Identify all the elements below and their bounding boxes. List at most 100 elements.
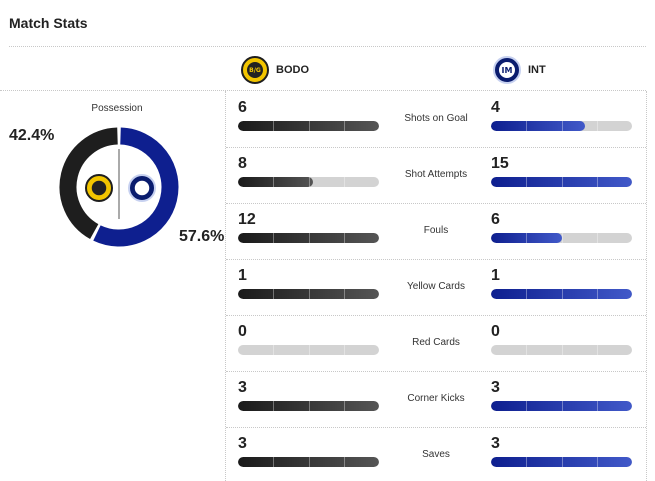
stat-bar-bodo xyxy=(238,345,379,355)
possession-arc-bodo xyxy=(59,127,119,239)
stat-row: 12 Fouls 6 xyxy=(226,203,646,259)
bar-segment xyxy=(596,121,598,131)
stat-bar-fill-bodo xyxy=(238,121,379,131)
bar-segment xyxy=(343,289,345,299)
stat-bar-bodo xyxy=(238,289,379,299)
stat-bar-fill-int xyxy=(491,401,632,411)
donut-inter-logo-icon xyxy=(128,174,156,202)
stat-row: 6 Shots on Goal 4 xyxy=(226,91,646,147)
stat-bar-fill-bodo xyxy=(238,177,314,187)
stat-value-int: 3 xyxy=(491,379,500,396)
stat-value-bodo: 6 xyxy=(238,99,247,116)
bar-segment xyxy=(308,345,310,355)
bar-segment xyxy=(308,233,310,243)
stat-value-int: 3 xyxy=(491,435,500,452)
stat-bar-fill-int xyxy=(491,121,586,131)
bar-segment xyxy=(596,457,598,467)
stat-bar-fill-int xyxy=(491,177,632,187)
stat-bar-fill-int xyxy=(491,289,632,299)
column-divider-left xyxy=(225,91,226,481)
bar-segment xyxy=(526,121,528,131)
stat-label: Shot Attempts xyxy=(404,169,468,180)
stat-label: Red Cards xyxy=(412,337,460,348)
bar-segment xyxy=(273,289,275,299)
bar-segment xyxy=(343,401,345,411)
bodo-logo-icon: B/G xyxy=(241,56,269,84)
stat-bar-int xyxy=(491,345,632,355)
row-divider xyxy=(226,147,646,148)
stat-value-int: 6 xyxy=(491,211,500,228)
stat-value-bodo: 8 xyxy=(238,155,247,172)
stat-label: Saves xyxy=(422,449,450,460)
bar-segment xyxy=(526,401,528,411)
bar-segment xyxy=(561,121,563,131)
bar-segment xyxy=(561,457,563,467)
stat-value-bodo: 1 xyxy=(238,267,247,284)
stat-value-bodo: 12 xyxy=(238,211,256,228)
possession-panel: Possession 42.4% 57.6% xyxy=(9,91,225,481)
possession-donut-chart xyxy=(59,127,179,247)
bar-segment xyxy=(308,401,310,411)
row-divider xyxy=(226,259,646,260)
stat-row: 8 Shot Attempts 15 xyxy=(226,147,646,203)
bar-segment xyxy=(596,233,598,243)
bar-segment xyxy=(596,177,598,187)
bar-segment xyxy=(596,401,598,411)
bar-segment xyxy=(561,401,563,411)
bar-segment xyxy=(596,289,598,299)
stat-bar-fill-int xyxy=(491,457,632,467)
bar-segment xyxy=(343,233,345,243)
stat-value-int: 1 xyxy=(491,267,500,284)
bar-segment xyxy=(273,345,275,355)
bar-segment xyxy=(343,345,345,355)
bar-segment xyxy=(561,289,563,299)
stat-value-bodo: 0 xyxy=(238,323,247,340)
stat-row: 1 Yellow Cards 1 xyxy=(226,259,646,315)
title-divider xyxy=(9,46,646,47)
team-header-int: IM INT xyxy=(493,55,546,85)
bar-segment xyxy=(526,233,528,243)
inter-logo-icon: IM xyxy=(493,56,521,84)
row-divider xyxy=(226,371,646,372)
bar-segment xyxy=(273,121,275,131)
possession-bodo-percent: 42.4% xyxy=(9,127,55,144)
stat-bar-bodo xyxy=(238,233,379,243)
stat-bar-fill-int xyxy=(491,233,562,243)
bar-segment xyxy=(308,289,310,299)
bar-segment xyxy=(343,177,345,187)
stat-value-int: 4 xyxy=(491,99,500,116)
donut-bodo-logo-icon xyxy=(85,174,113,202)
stat-value-bodo: 3 xyxy=(238,379,247,396)
bar-segment xyxy=(526,345,528,355)
stat-label: Fouls xyxy=(423,225,449,236)
column-divider-right xyxy=(646,91,647,481)
bar-segment xyxy=(561,233,563,243)
stat-bar-bodo xyxy=(238,457,379,467)
possession-arc-int xyxy=(93,127,179,247)
possession-int-percent: 57.6% xyxy=(179,228,225,245)
row-divider xyxy=(226,203,646,204)
page-title: Match Stats xyxy=(9,15,88,31)
stat-bar-bodo xyxy=(238,401,379,411)
stat-bar-int xyxy=(491,233,632,243)
bar-segment xyxy=(526,177,528,187)
stat-value-bodo: 3 xyxy=(238,435,247,452)
stat-bar-fill-bodo xyxy=(238,401,379,411)
bar-segment xyxy=(273,401,275,411)
stat-bar-bodo xyxy=(238,177,379,187)
stat-bar-int xyxy=(491,457,632,467)
stat-row: 3 Corner Kicks 3 xyxy=(226,371,646,427)
team-name-int: INT xyxy=(528,64,546,76)
bar-segment xyxy=(596,345,598,355)
possession-label: Possession xyxy=(91,103,143,114)
stat-value-int: 15 xyxy=(491,155,509,172)
bar-segment xyxy=(308,457,310,467)
stat-bar-fill-bodo xyxy=(238,457,379,467)
bar-segment xyxy=(273,233,275,243)
bar-segment xyxy=(273,177,275,187)
bar-segment xyxy=(526,457,528,467)
stat-row: 3 Saves 3 xyxy=(226,427,646,481)
team-header-bodo: B/G BODO xyxy=(241,55,309,85)
bar-segment xyxy=(526,289,528,299)
stat-bar-fill-bodo xyxy=(238,233,379,243)
